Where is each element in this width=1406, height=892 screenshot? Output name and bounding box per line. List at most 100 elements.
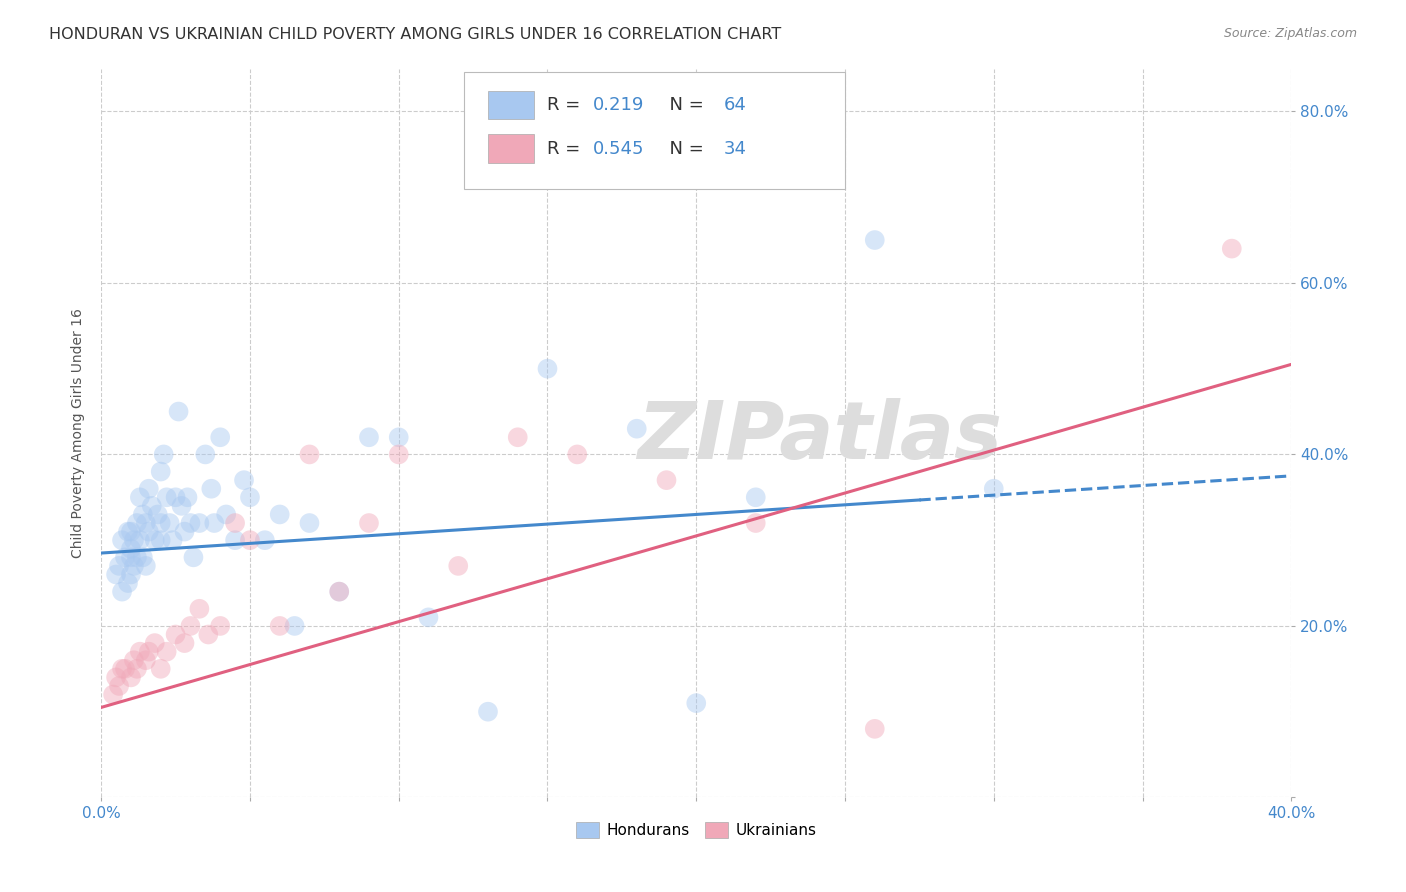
Point (567, 447, 589, 461)
Point (138, 645, 160, 659)
Point (149, 516, 172, 530)
Point (173, 524, 195, 539)
FancyBboxPatch shape (464, 72, 845, 189)
Point (122, 533, 145, 548)
Point (173, 636, 195, 650)
Point (447, 558, 470, 573)
Text: N =: N = (658, 96, 710, 114)
Point (122, 653, 145, 667)
Point (536, 361, 558, 376)
Point (209, 619, 232, 633)
Point (239, 533, 262, 548)
Point (269, 619, 291, 633)
Point (194, 447, 217, 461)
Point (111, 662, 134, 676)
Point (117, 576, 139, 591)
Point (167, 404, 190, 418)
Point (626, 422, 648, 436)
Point (197, 627, 219, 641)
Point (983, 482, 1005, 496)
Point (111, 533, 134, 548)
Text: 64: 64 (724, 96, 747, 114)
Point (159, 516, 181, 530)
Point (506, 430, 529, 444)
Text: 34: 34 (724, 140, 747, 158)
Point (188, 601, 211, 615)
Point (239, 491, 262, 505)
Point (125, 662, 148, 676)
Point (188, 516, 211, 530)
Point (165, 491, 187, 505)
Point (132, 550, 155, 565)
Point (170, 499, 193, 513)
Point (863, 233, 886, 247)
Point (745, 491, 768, 505)
Point (685, 696, 707, 710)
Point (176, 491, 198, 505)
Point (224, 533, 246, 548)
Point (135, 653, 157, 667)
Point (120, 524, 142, 539)
Point (132, 508, 155, 522)
Text: R =: R = (547, 96, 592, 114)
Point (125, 516, 148, 530)
Point (141, 499, 163, 513)
Point (125, 550, 148, 565)
Point (183, 550, 205, 565)
Point (105, 567, 128, 582)
Point (388, 447, 411, 461)
Y-axis label: Child Poverty Among Girls Under 16: Child Poverty Among Girls Under 16 (72, 308, 86, 558)
Point (1220, 242, 1243, 256)
Point (149, 533, 172, 548)
Point (298, 447, 321, 461)
Point (156, 645, 179, 659)
Point (202, 516, 225, 530)
Point (128, 533, 150, 548)
Point (138, 482, 160, 496)
Point (143, 636, 166, 650)
Point (284, 619, 307, 633)
Point (357, 516, 380, 530)
Point (655, 473, 678, 487)
Text: Source: ZipAtlas.com: Source: ZipAtlas.com (1223, 27, 1357, 40)
FancyBboxPatch shape (488, 91, 534, 120)
Point (128, 645, 150, 659)
Text: N =: N = (658, 140, 710, 158)
Point (269, 508, 291, 522)
Point (209, 430, 232, 444)
Point (328, 584, 350, 599)
Point (298, 516, 321, 530)
Point (128, 491, 150, 505)
Point (149, 662, 172, 676)
Point (105, 670, 128, 684)
Point (149, 465, 172, 479)
Text: R =: R = (547, 140, 592, 158)
Point (120, 670, 142, 684)
Point (152, 447, 174, 461)
Point (135, 516, 157, 530)
Point (418, 610, 440, 624)
Point (477, 705, 499, 719)
Point (200, 482, 222, 496)
Point (215, 508, 238, 522)
Point (114, 662, 136, 676)
Point (328, 584, 350, 599)
Point (357, 430, 380, 444)
Text: HONDURAN VS UKRAINIAN CHILD POVERTY AMONG GIRLS UNDER 16 CORRELATION CHART: HONDURAN VS UKRAINIAN CHILD POVERTY AMON… (49, 27, 782, 42)
Point (143, 533, 166, 548)
Point (224, 516, 246, 530)
Point (108, 679, 131, 693)
Point (179, 516, 201, 530)
Point (863, 722, 886, 736)
Point (388, 430, 411, 444)
Point (745, 516, 768, 530)
Point (120, 567, 142, 582)
Point (146, 508, 169, 522)
Point (233, 473, 256, 487)
Point (120, 541, 142, 556)
Point (117, 524, 139, 539)
Point (114, 550, 136, 565)
Text: 0.219: 0.219 (593, 96, 644, 114)
Text: 0.545: 0.545 (593, 140, 644, 158)
Point (120, 550, 142, 565)
